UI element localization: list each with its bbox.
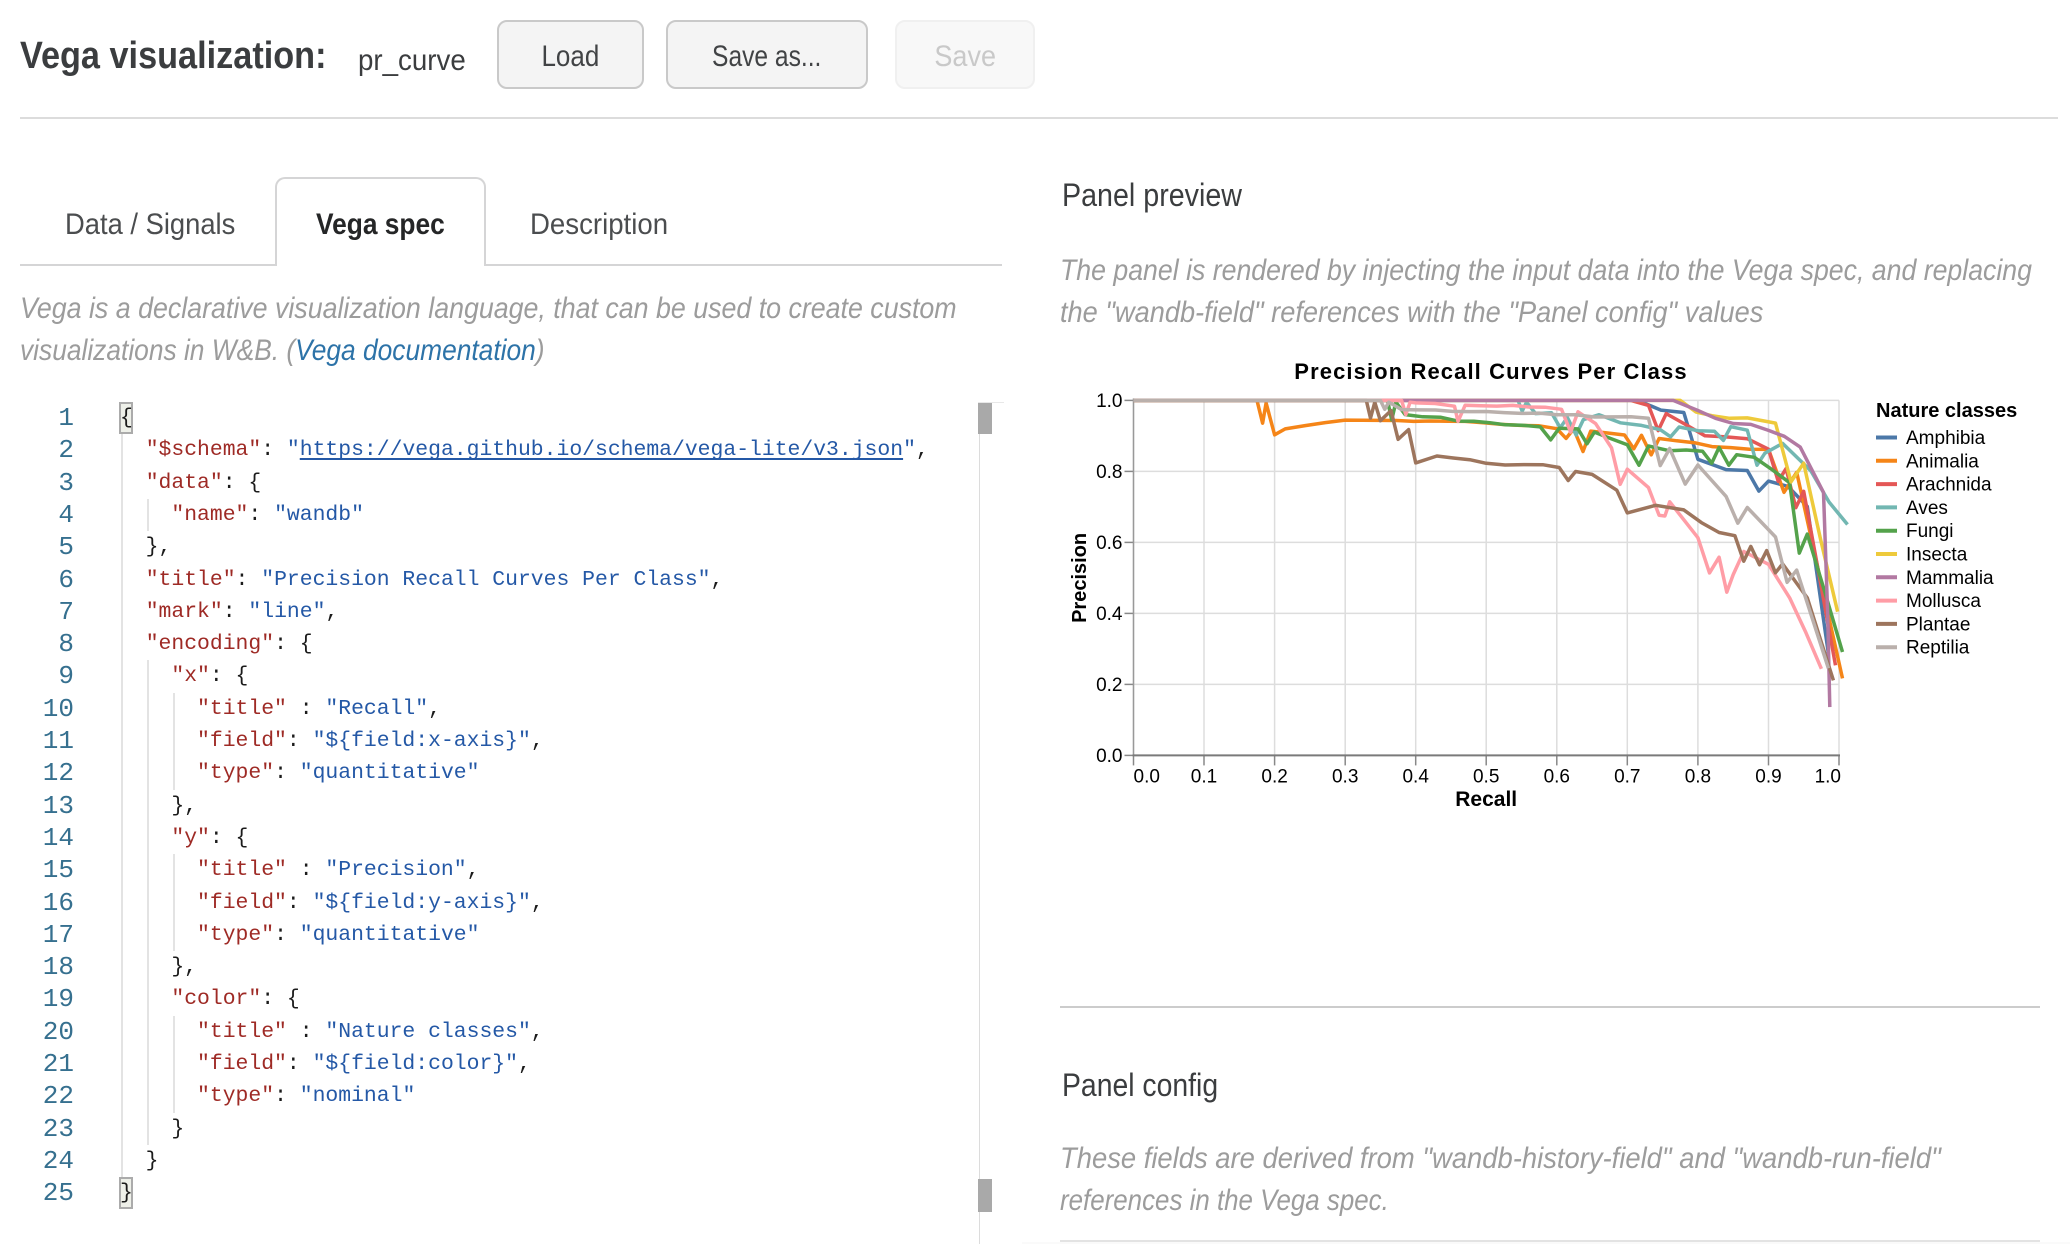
svg-text:0.4: 0.4 <box>1402 766 1429 787</box>
svg-text:Precision Recall Curves Per Cl: Precision Recall Curves Per Class <box>1294 359 1687 384</box>
svg-text:0.1: 0.1 <box>1191 766 1217 787</box>
svg-text:0.0: 0.0 <box>1134 766 1160 787</box>
svg-text:0.0: 0.0 <box>1096 746 1122 767</box>
svg-text:Nature classes: Nature classes <box>1876 400 2017 422</box>
svg-text:0.7: 0.7 <box>1614 766 1640 787</box>
svg-text:Recall: Recall <box>1455 788 1517 811</box>
svg-text:0.2: 0.2 <box>1261 766 1287 787</box>
svg-text:Amphibia: Amphibia <box>1906 428 1986 449</box>
svg-text:0.9: 0.9 <box>1755 766 1781 787</box>
svg-text:Animalia: Animalia <box>1906 451 1979 472</box>
svg-text:Fungi: Fungi <box>1906 521 1954 542</box>
svg-text:Precision: Precision <box>1069 533 1091 623</box>
svg-text:0.3: 0.3 <box>1332 766 1358 787</box>
svg-text:Mammalia: Mammalia <box>1906 568 1994 589</box>
svg-text:0.8: 0.8 <box>1685 766 1711 787</box>
svg-text:Reptilia: Reptilia <box>1906 638 1970 659</box>
svg-text:0.5: 0.5 <box>1473 766 1499 787</box>
svg-text:Arachnida: Arachnida <box>1906 475 1992 496</box>
svg-text:0.4: 0.4 <box>1096 604 1123 625</box>
svg-text:1.0: 1.0 <box>1096 391 1122 412</box>
svg-text:Aves: Aves <box>1906 498 1948 519</box>
svg-text:0.2: 0.2 <box>1096 675 1122 696</box>
svg-text:Plantae: Plantae <box>1906 614 1970 635</box>
svg-text:Mollusca: Mollusca <box>1906 591 1981 612</box>
svg-text:0.6: 0.6 <box>1096 533 1122 554</box>
svg-text:0.6: 0.6 <box>1544 766 1570 787</box>
svg-text:0.8: 0.8 <box>1096 462 1122 483</box>
svg-text:1.0: 1.0 <box>1815 766 1841 787</box>
svg-text:Insecta: Insecta <box>1906 545 1968 566</box>
